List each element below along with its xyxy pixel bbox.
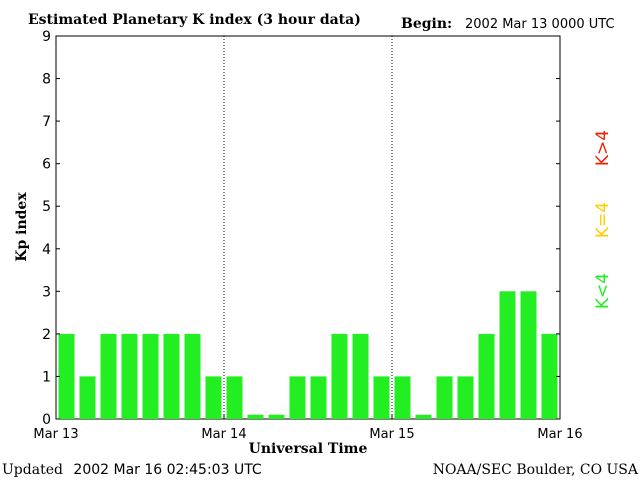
- kp-bar: [331, 333, 348, 419]
- begin-label: Begin:: [401, 16, 452, 32]
- y-tick-label: 1: [42, 369, 51, 385]
- kp-bar: [163, 333, 180, 419]
- bars-layer: [58, 291, 558, 419]
- y-tick-label: 2: [42, 327, 51, 343]
- y-axis-label: Kp index: [14, 192, 30, 262]
- x-tick-label: Mar 15: [369, 427, 414, 442]
- kp-bar: [436, 376, 453, 419]
- kp-bar: [100, 333, 117, 419]
- x-tick-label: Mar 16: [537, 427, 582, 442]
- kp-bar: [520, 291, 537, 419]
- kp-bar: [394, 376, 411, 419]
- y-axis-ticks: 0 1 2 3 4 5 6 7 8 9: [42, 29, 560, 428]
- updated-value: 2002 Mar 16 02:45:03 UTC: [73, 462, 262, 478]
- kp-bar: [79, 376, 96, 419]
- y-tick-label: 0: [42, 412, 51, 428]
- y-tick-label: 5: [42, 199, 51, 215]
- kp-bar: [352, 333, 369, 419]
- kp-bar: [373, 376, 390, 419]
- kp-bar: [499, 291, 516, 419]
- kp-bar: [226, 376, 243, 419]
- begin-value: 2002 Mar 13 0000 UTC: [465, 17, 615, 32]
- updated-label: Updated: [2, 462, 63, 478]
- kp-bar: [205, 376, 222, 419]
- kp-bar: [142, 333, 159, 419]
- legend-entry: K<4: [593, 273, 613, 309]
- x-tick-label: Mar 14: [201, 427, 246, 442]
- y-tick-label: 9: [42, 29, 51, 45]
- kp-bar: [247, 414, 264, 419]
- y-tick-label: 3: [42, 284, 51, 300]
- y-tick-label: 8: [42, 72, 51, 88]
- x-axis-label: Universal Time: [249, 441, 368, 457]
- y-tick-label: 6: [42, 157, 51, 173]
- x-tick-label: Mar 13: [33, 427, 78, 442]
- kp-bar: [478, 333, 495, 419]
- kp-bar: [289, 376, 306, 419]
- chart-title: Estimated Planetary K index (3 hour data…: [28, 12, 361, 28]
- y-tick-label: 4: [42, 242, 51, 258]
- legend-entry: K>4: [593, 130, 613, 166]
- legend-entry: K=4: [593, 202, 613, 238]
- legend: K<4 K=4 K>4: [593, 130, 613, 309]
- kp-bar: [184, 333, 201, 419]
- y-tick-label: 7: [42, 114, 51, 130]
- kp-bar: [415, 414, 432, 419]
- updated-text: Updated 2002 Mar 16 02:45:03 UTC: [2, 462, 262, 478]
- day-separators: [223, 36, 393, 419]
- kp-bar: [121, 333, 138, 419]
- plot-frame: [55, 35, 561, 420]
- source-credit: NOAA/SEC Boulder, CO USA: [433, 462, 639, 478]
- x-axis-ticks: Mar 13 Mar 14 Mar 15 Mar 16: [33, 414, 583, 442]
- kp-bar: [457, 376, 474, 419]
- kp-bar: [310, 376, 327, 419]
- kp-bar: [58, 333, 75, 419]
- kp-bar: [268, 414, 285, 419]
- kp-bar: [541, 333, 558, 419]
